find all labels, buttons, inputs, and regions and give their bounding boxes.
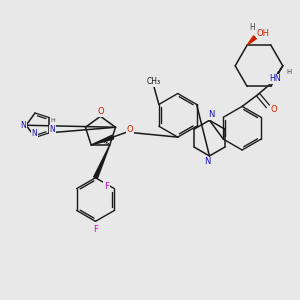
Polygon shape [94, 145, 110, 178]
Text: H: H [249, 23, 255, 32]
Text: HN: HN [269, 74, 281, 83]
Text: O: O [271, 105, 277, 114]
Text: H: H [286, 69, 291, 75]
Polygon shape [91, 135, 114, 145]
Text: O: O [127, 124, 133, 134]
Text: F: F [93, 225, 98, 234]
Text: OH: OH [256, 29, 269, 38]
Text: N: N [31, 129, 37, 138]
Text: N: N [20, 121, 26, 130]
Text: H: H [50, 118, 55, 123]
Text: CH₃: CH₃ [147, 77, 161, 86]
Text: N: N [204, 158, 211, 166]
Text: N: N [208, 110, 214, 119]
Text: O: O [97, 107, 104, 116]
Polygon shape [247, 36, 256, 45]
Text: N: N [50, 125, 55, 134]
Text: F: F [104, 182, 109, 191]
